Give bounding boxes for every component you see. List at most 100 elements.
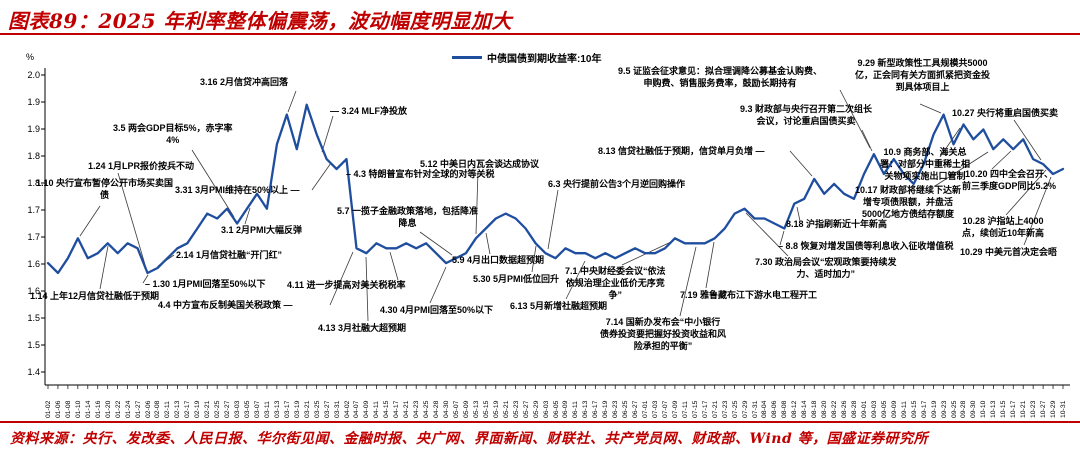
x-tick-label: 09-28 [960, 400, 968, 418]
x-tick-label: 02-08 [154, 400, 162, 418]
annotation-leader-line [745, 212, 789, 257]
annotation-leader-line [365, 256, 369, 322]
y-tick-label: 2.0 [27, 70, 40, 80]
x-tick-label: 03-11 [263, 401, 271, 418]
source-divider [0, 421, 1080, 423]
annotation-label: 3.16 2月信贷冲高回落 [200, 77, 289, 87]
x-tick-label: 10-23 [1030, 400, 1038, 418]
annotation-leader-line [779, 230, 785, 246]
x-tick-label: 09-23 [940, 400, 948, 418]
x-tick-label: 04-28 [433, 400, 441, 418]
x-tick-label: 03-13 [273, 400, 281, 418]
x-tick-label: 03-27 [323, 400, 331, 418]
x-tick-label: 07-25 [731, 400, 739, 418]
y-tick-label: 1.5 [27, 313, 40, 323]
x-tick-label: 06-17 [592, 400, 600, 418]
annotation-leader-line [531, 245, 537, 273]
x-tick-label: 02-25 [214, 400, 222, 418]
x-tick-label: 09-11 [900, 401, 908, 418]
y-axis-unit-label: % [26, 52, 35, 62]
annotation-leader-line [991, 150, 1012, 170]
x-tick-label: 08-26 [841, 400, 849, 418]
x-tick-label: 08-22 [831, 400, 839, 418]
y-tick-label: 1.9 [27, 97, 40, 107]
annotation-label: 1.10 央行宣布暂停公开市场买卖国 债 [36, 178, 174, 200]
x-tick-label: 02-19 [194, 400, 202, 418]
x-tick-label: 02-11 [164, 401, 172, 418]
annotation-label: 10.28 沪指站上4000 点，续创近10年新高 [962, 216, 1045, 238]
annotation-leader-line [311, 162, 332, 191]
x-tick-label: 06-13 [582, 400, 590, 418]
annotation-leader-line [839, 89, 871, 149]
y-tick-label: 1.5 [27, 340, 40, 350]
annotation-leader-line [789, 150, 813, 177]
y-tick-label: 1.6 [27, 259, 40, 269]
annotation-leader-line [389, 251, 399, 281]
x-tick-label: 04-30 [443, 400, 451, 418]
x-tick-label: 07-11 [681, 401, 689, 418]
x-tick-label: 05-27 [522, 400, 530, 418]
x-tick-label: 10-15 [1000, 400, 1008, 418]
annotation-label: 5.30 5月PMI低位回升 [473, 274, 560, 284]
x-tick-label: 08-14 [801, 400, 809, 418]
x-tick-label: 04-09 [363, 400, 371, 418]
annotation-leader-line [287, 90, 297, 113]
annotation-leader-line [142, 274, 149, 284]
x-tick-label: 10-13 [990, 400, 998, 418]
annotation-leader-line [485, 232, 491, 255]
annotation-label: 5.9 4月出口数据超预期 [452, 255, 545, 265]
annotation-label: 10.17 财政部将继续下达新 增专项债限额，并盘活 5000亿地方债结存额度 [855, 185, 962, 219]
annotation-label: – 8.8 恢复对增发国债等利息收入征收增值税 [778, 241, 954, 251]
x-tick-label: 03-17 [283, 400, 291, 418]
x-tick-label: 08-20 [821, 400, 829, 418]
x-tick-label: 08-06 [771, 400, 779, 418]
annotation-label: 9.5 证监会征求意见：拟合理调降公募基金认购费、 申购费、销售服务费率，鼓励长… [618, 66, 823, 88]
x-tick-label: 10-29 [1050, 400, 1058, 418]
x-tick-label: 05-23 [512, 400, 520, 418]
annotation-leader-line [475, 170, 479, 235]
annotation-leader-line [919, 103, 942, 114]
x-tick-label: 05-19 [492, 400, 500, 418]
x-tick-label: 02-21 [204, 400, 212, 418]
y-tick-label: 1.6 [27, 286, 40, 296]
x-tick-label: 03-19 [293, 400, 301, 418]
x-tick-label: 03-07 [253, 400, 261, 418]
x-tick-label: 06-27 [632, 400, 640, 418]
x-tick-label: 01-20 [104, 400, 112, 418]
y-tick-label: 1.4 [27, 367, 40, 377]
x-tick-label: 09-15 [910, 400, 918, 418]
annotation-leader-line [1023, 176, 1052, 246]
x-tick-label: 04-07 [353, 400, 361, 418]
x-tick-label: 04-17 [393, 400, 401, 418]
annotation-label: 3.1 2月PMI大幅反弹 [221, 225, 303, 235]
annotation-label: 2.14 1月信贷社融“开门红” [176, 250, 283, 260]
annotation-label: 4.11 进一步提高对美关税税率 [287, 280, 406, 290]
annotation-label: 9.3 财政部与央行召开第二次组长 会议，讨论重启国债买卖 [740, 104, 873, 126]
x-tick-label: 09-30 [970, 400, 978, 418]
x-tick-label: 01-24 [124, 400, 132, 418]
x-tick-label: 01-10 [74, 400, 82, 418]
x-tick-label: 01-02 [45, 400, 52, 418]
legend: 中债国债到期收益率:10年 [452, 50, 601, 65]
annotation-leader-line [419, 231, 453, 256]
annotation-leader-line [547, 189, 559, 250]
x-tick-label: 08-04 [761, 400, 769, 418]
annotation-label: 1.14 上年12月信贷社融低于预期 [30, 291, 160, 301]
x-tick-label: 07-01 [642, 400, 650, 418]
annotation-label: 5.12 中美日内瓦会谈达成协议 [420, 159, 540, 169]
x-tick-label: 05-13 [472, 400, 480, 418]
x-tick-label: 02-27 [224, 400, 232, 418]
annotation-label: 5.7 一揽子金融政策落地，包括降准 降息 [337, 206, 479, 228]
y-tick-label: 1.7 [27, 205, 40, 215]
annotation-leader-line [565, 260, 586, 300]
annotation-label: 10.27 央行将重启国债买卖 [952, 108, 1059, 118]
annotation-label: 1.24 1月LPR报价按兵不动 [88, 161, 195, 171]
annotation-leader-line [99, 245, 109, 290]
x-tick-label: 06-23 [612, 400, 620, 418]
x-tick-label: 07-07 [661, 400, 669, 418]
annotation-leader-line [329, 251, 354, 306]
yield-line-series [46, 103, 1065, 275]
x-tick-label: 06-05 [552, 400, 560, 418]
x-tick-label: 03-25 [313, 400, 321, 418]
